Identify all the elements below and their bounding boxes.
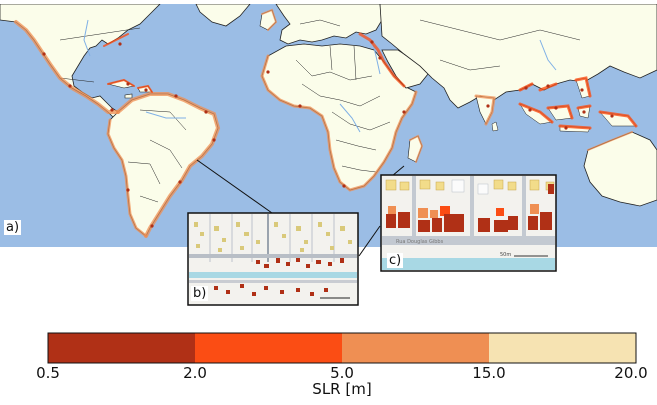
scale-label: 50m: [500, 252, 511, 258]
inset-b: [187, 212, 359, 306]
colorbar-axis-label: SLR [m]: [312, 380, 372, 398]
greenland: [195, 4, 251, 27]
street-label: Rua Douglas Gibbs: [396, 239, 444, 245]
panel-label-c: c): [387, 253, 404, 268]
connector-line-bc: [358, 225, 381, 257]
colorbar-segment-2: [342, 333, 489, 363]
colorbar-segment-3: [489, 333, 636, 363]
europe: [275, 4, 383, 45]
colorbar-segment-0: [48, 333, 195, 363]
colorbar-tick-2: 5.0: [330, 364, 354, 382]
jamaica: [124, 93, 133, 99]
asia: [379, 4, 657, 109]
coastal-exposure-points: [14, 8, 638, 238]
colorbar-border: [47, 332, 637, 364]
colorbar-tick-4: 20.0: [614, 364, 648, 382]
world-map: [0, 4, 657, 247]
colorbar-tick-3: 15.0: [472, 364, 506, 382]
connector-line-b: [196, 159, 273, 214]
panel-label-b: b): [191, 286, 209, 301]
colorbar-tick-0: 0.5: [36, 364, 60, 382]
colorbar-segment-1: [195, 333, 342, 363]
sri-lanka: [491, 121, 499, 132]
colorbar: [47, 332, 637, 364]
rivers: [83, 19, 557, 133]
colorbar-tick-1: 2.0: [183, 364, 207, 382]
country-borders: [59, 19, 581, 203]
panel-label-a: a): [4, 220, 22, 235]
inset-c: Rua Douglas Gibbs 50m: [380, 174, 557, 272]
